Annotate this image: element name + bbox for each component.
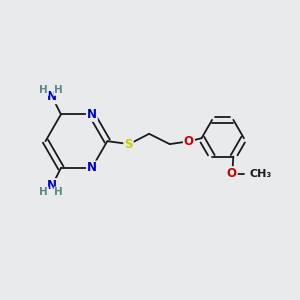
Text: N: N: [47, 90, 57, 103]
Text: H: H: [40, 85, 48, 95]
Text: CH₃: CH₃: [250, 169, 272, 179]
Text: N: N: [87, 161, 97, 174]
Text: N: N: [87, 108, 97, 121]
Text: H: H: [54, 187, 63, 197]
Text: O: O: [184, 135, 194, 148]
Text: O: O: [227, 167, 237, 180]
Text: H: H: [54, 85, 63, 95]
Text: H: H: [40, 187, 48, 197]
Text: S: S: [124, 138, 133, 151]
Text: N: N: [47, 179, 57, 192]
